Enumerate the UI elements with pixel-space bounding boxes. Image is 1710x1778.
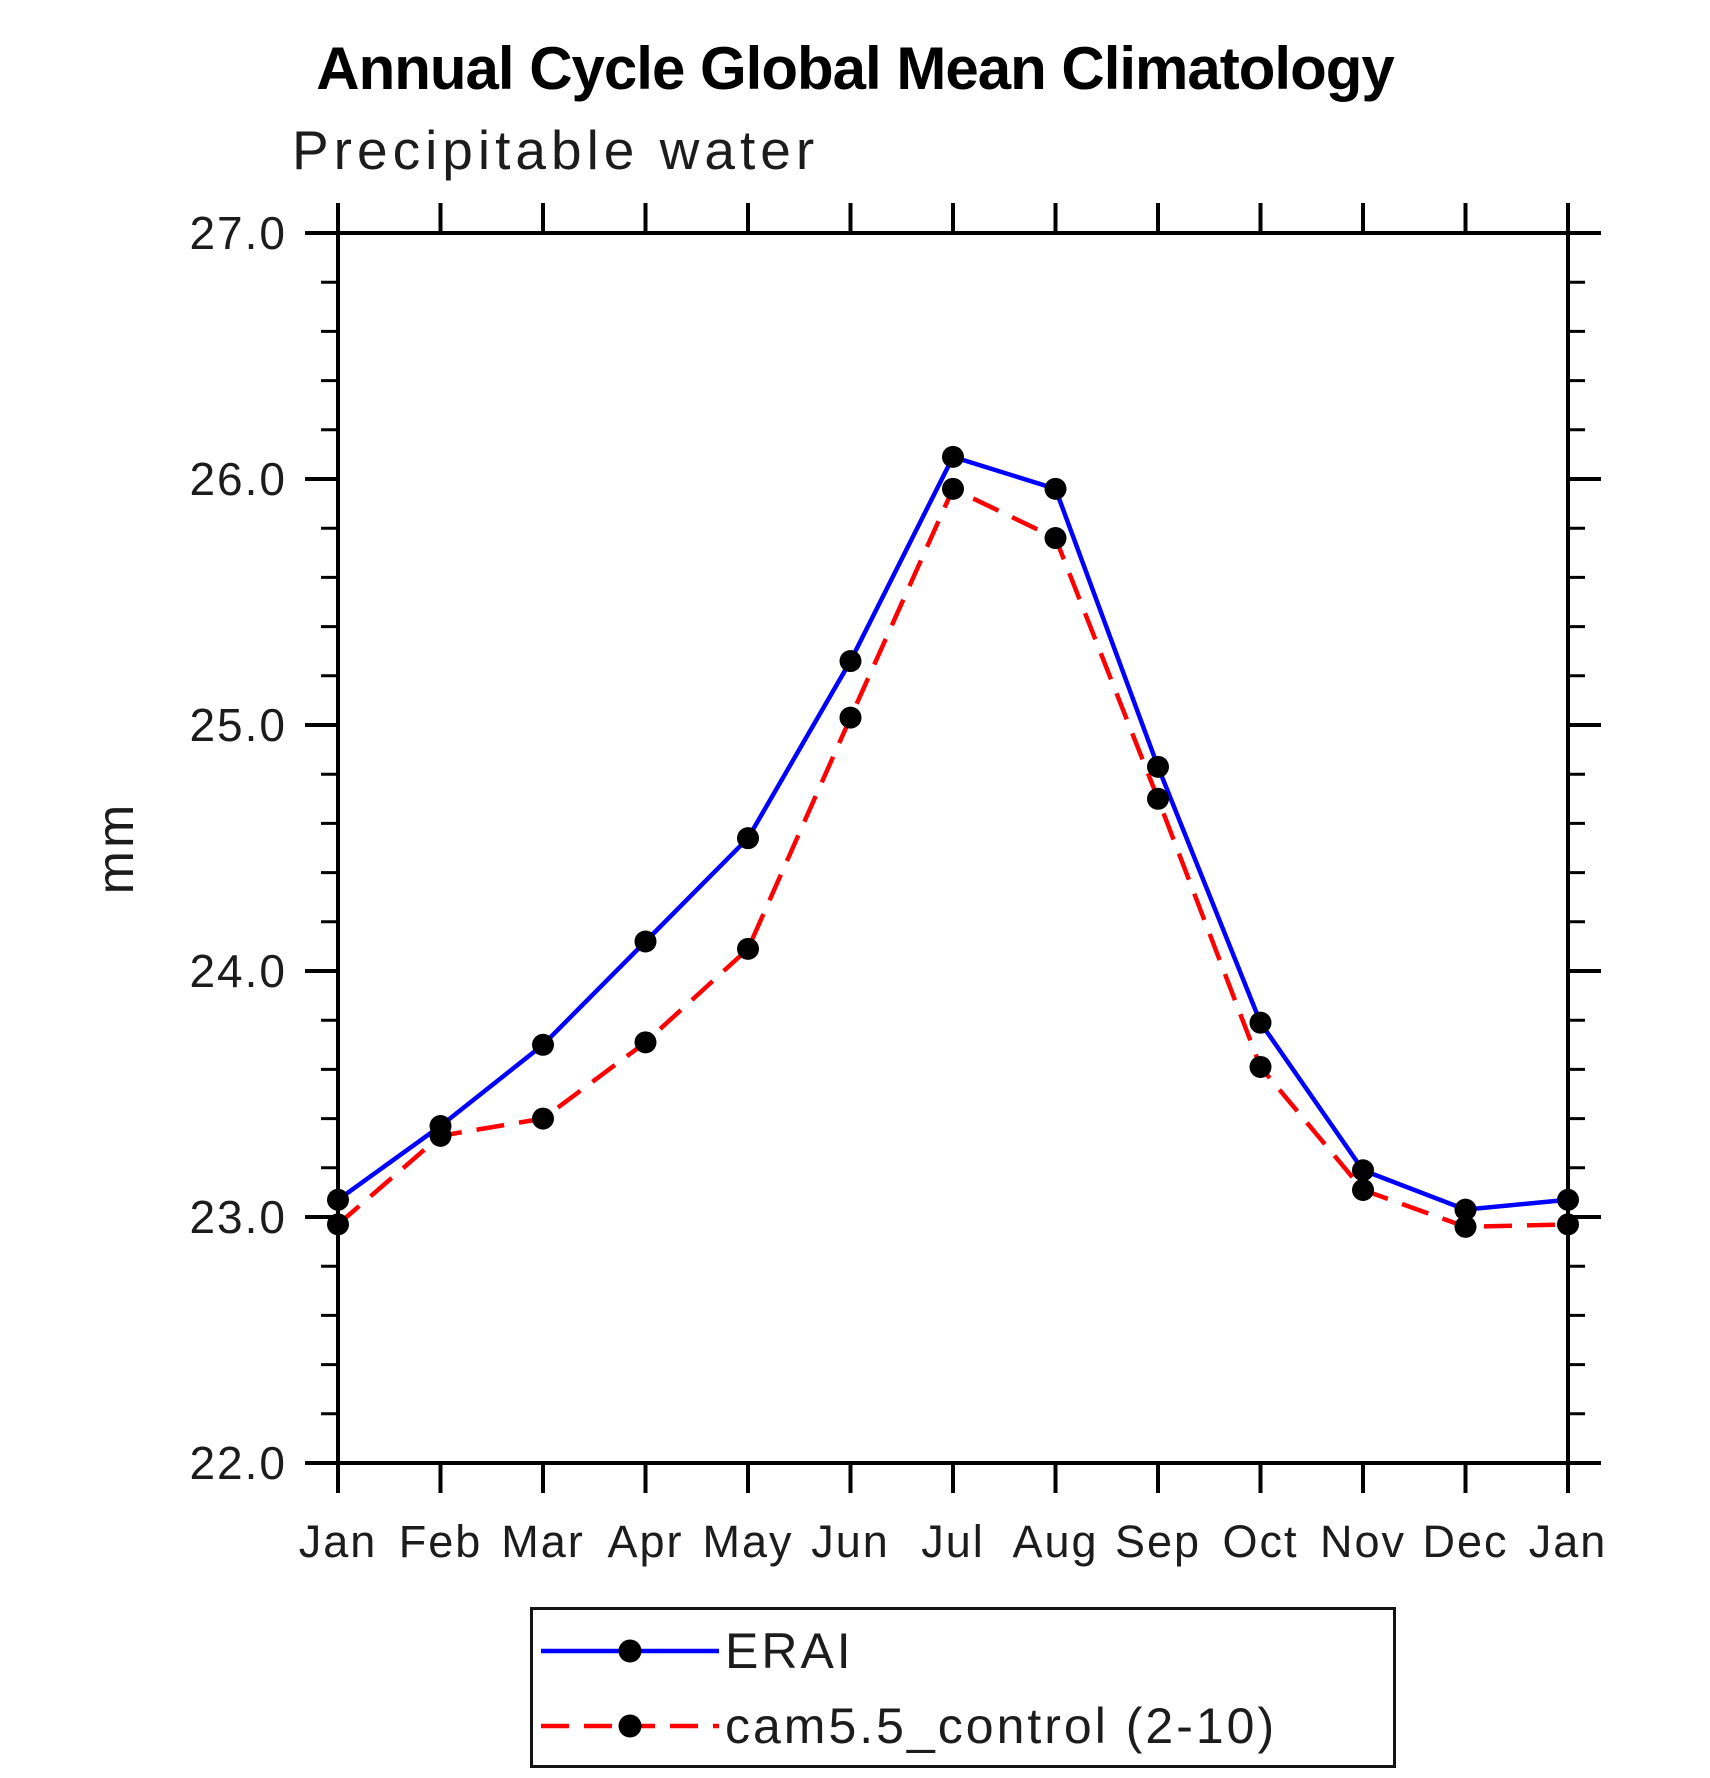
data-point-1-6	[942, 477, 964, 500]
legend-marker-dot	[618, 1714, 642, 1738]
x-tick-label: Oct	[1222, 1516, 1298, 1567]
data-point-0-11	[1454, 1198, 1477, 1221]
data-point-1-0	[327, 1213, 349, 1236]
data-point-1-1	[429, 1124, 452, 1147]
x-tick-label: Jun	[811, 1516, 890, 1567]
data-point-1-3	[634, 1031, 657, 1054]
x-tick-label: May	[702, 1516, 793, 1567]
data-point-1-9	[1249, 1055, 1272, 1078]
legend-swatch-solid-line	[541, 1639, 719, 1663]
x-tick-label: Apr	[607, 1516, 683, 1567]
legend-entry-cam55-control: cam5.5_control (2-10)	[541, 1696, 1277, 1756]
x-tick-label: Aug	[1012, 1516, 1098, 1567]
x-tick-label: Jan	[1529, 1516, 1608, 1567]
data-point-1-5	[839, 706, 862, 729]
legend-label: ERAI	[725, 1623, 854, 1679]
data-point-0-4	[737, 827, 759, 850]
data-point-0-8	[1147, 755, 1169, 778]
series-line-1	[336, 485, 1569, 1230]
data-point-0-6	[942, 445, 964, 468]
legend-label: cam5.5_control (2-10)	[725, 1698, 1278, 1754]
y-tick-label: 27.0	[189, 207, 287, 259]
y-tick-label: 23.0	[189, 1191, 287, 1243]
data-point-1-4	[737, 937, 759, 960]
x-tick-label: Jan	[299, 1516, 378, 1567]
data-point-0-12	[1557, 1188, 1579, 1211]
data-point-1-2	[532, 1107, 554, 1130]
series-line-0	[336, 454, 1569, 1212]
data-point-0-9	[1249, 1011, 1272, 1034]
data-point-1-12	[1557, 1213, 1579, 1236]
data-point-0-2	[532, 1033, 554, 1056]
legend-entry-erai: ERAI	[541, 1621, 854, 1681]
legend-marker-dot	[618, 1639, 642, 1663]
data-point-1-10	[1352, 1178, 1374, 1201]
y-tick-label: 25.0	[189, 699, 287, 751]
x-tick-label: Jul	[921, 1516, 985, 1567]
x-tick-label: Feb	[399, 1516, 483, 1567]
chart-title: Annual Cycle Global Mean Climatology	[316, 35, 1395, 102]
legend-swatch-dashed-line	[541, 1714, 719, 1738]
data-point-0-0	[327, 1188, 349, 1211]
data-point-1-8	[1147, 787, 1169, 810]
data-point-1-7	[1044, 527, 1067, 550]
y-tick-label: 22.0	[189, 1437, 287, 1489]
data-point-1-11	[1454, 1215, 1477, 1238]
legend: ERAI cam5.5_control (2-10)	[530, 1607, 1396, 1768]
data-point-0-10	[1352, 1159, 1374, 1182]
y-tick-label: 24.0	[189, 945, 287, 997]
chart-subtitle: Precipitable water	[292, 119, 820, 181]
plot-frame	[336, 231, 1570, 1465]
y-tick-label: 26.0	[189, 453, 287, 505]
x-tick-label: Mar	[501, 1516, 585, 1567]
data-point-0-3	[634, 930, 657, 953]
x-tick-label: Nov	[1320, 1516, 1406, 1567]
data-point-0-7	[1044, 477, 1067, 500]
x-tick-label: Dec	[1422, 1516, 1508, 1567]
data-point-0-5	[839, 650, 862, 673]
x-tick-label: Sep	[1115, 1516, 1201, 1567]
